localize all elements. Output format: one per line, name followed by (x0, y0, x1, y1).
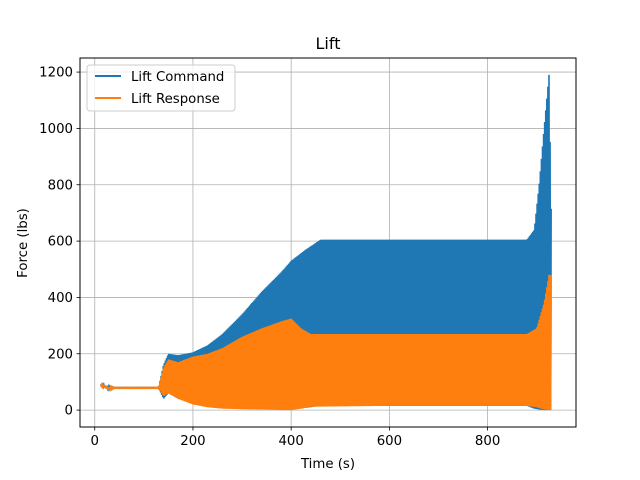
series-line-lift-response (99, 274, 552, 411)
chart-title: Lift (316, 34, 341, 53)
x-tick-label: 600 (377, 434, 402, 449)
y-tick-label: 600 (48, 235, 73, 250)
x-tick-label: 200 (180, 434, 205, 449)
ticks: 0 200 400 600 800 0 200 400 600 800 1000 1200 (39, 66, 500, 449)
y-tick-label: 1200 (39, 66, 73, 81)
grid (80, 58, 576, 427)
plot-frame (79, 57, 577, 428)
x-tick-label: 400 (278, 434, 303, 449)
y-tick-label: 1000 (39, 122, 73, 137)
x-tick-label: 0 (90, 434, 98, 449)
legend-label-lift-response: Lift Response (131, 92, 220, 107)
x-axis-title: Time (s) (300, 457, 355, 472)
y-tick-label: 0 (65, 404, 73, 419)
legend-label-lift-command: Lift Command (131, 70, 224, 85)
y-axis-title: Force (lbs) (16, 208, 31, 278)
legend-box (86, 64, 236, 112)
x-tick-label: 800 (475, 434, 500, 449)
legend: Lift Command Lift Response (86, 64, 236, 112)
series-layer (99, 74, 552, 411)
y-tick-label: 400 (48, 291, 73, 306)
y-tick-label: 800 (48, 178, 73, 193)
y-tick-label: 200 (48, 347, 73, 362)
